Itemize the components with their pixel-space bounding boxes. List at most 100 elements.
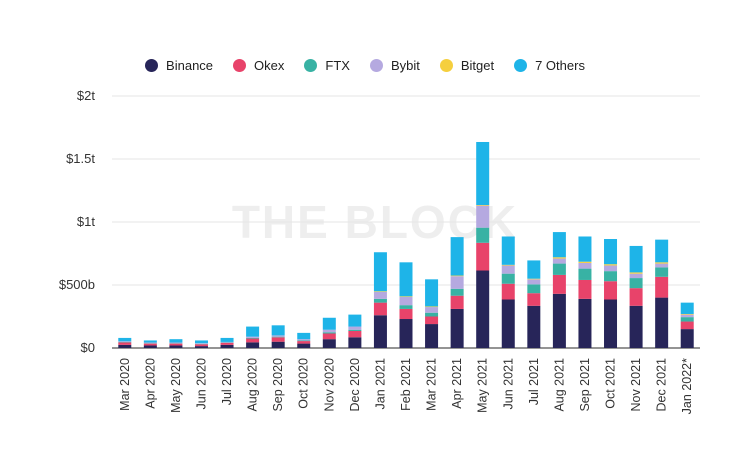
- bar-segment: [373, 252, 387, 292]
- bar-segment: [578, 298, 592, 348]
- bar-segment: [425, 316, 439, 325]
- bar-segment: [271, 336, 285, 338]
- x-tick-label: Aug 2020: [246, 358, 260, 412]
- bar-segment: [322, 329, 336, 333]
- bar-segment: [655, 262, 669, 264]
- bar-segment: [246, 326, 260, 337]
- bar-segment: [476, 141, 490, 205]
- x-tick-label: Mar 2020: [118, 358, 132, 411]
- legend-swatch: [439, 58, 453, 72]
- bar-segment: [552, 257, 566, 259]
- bar-segment: [348, 326, 362, 330]
- legend-label: Bybit: [390, 57, 420, 73]
- bar-segment: [680, 314, 694, 318]
- bar-segment: [246, 338, 260, 343]
- bar-segment: [169, 345, 183, 348]
- legend-label: FTX: [325, 57, 350, 73]
- bar-segment: [680, 317, 694, 322]
- bar-segment: [450, 276, 464, 289]
- bar-segment: [552, 232, 566, 258]
- bar-segment: [501, 265, 515, 274]
- y-tick-label: $1t: [77, 214, 95, 229]
- x-tick-label: Oct 2021: [604, 358, 618, 409]
- bar-segment: [220, 341, 234, 343]
- bar-segment: [348, 314, 362, 327]
- bar-segment: [373, 302, 387, 316]
- bar-segment: [373, 291, 387, 292]
- bar-segment: [527, 293, 541, 306]
- bar-segment: [425, 324, 439, 348]
- bar-segment: [194, 340, 208, 344]
- bar-segment: [399, 262, 413, 297]
- bar-segment: [220, 344, 234, 348]
- x-tick-label: Mar 2021: [425, 358, 439, 411]
- x-tick-label: Jan 2022*: [680, 358, 694, 414]
- bar-segment: [246, 342, 260, 348]
- bar-segment: [629, 278, 643, 289]
- x-tick-label: Aug 2021: [552, 358, 566, 412]
- bar-segment: [322, 339, 336, 348]
- bar-segment: [399, 308, 413, 320]
- bar-segment: [578, 236, 592, 262]
- legend-item: Binance: [145, 58, 213, 73]
- bar-segment: [527, 279, 541, 285]
- legend-label: 7 Others: [535, 57, 585, 73]
- bar-segment: [578, 279, 592, 299]
- x-tick-label: Jun 2020: [194, 358, 208, 409]
- bar-segment: [348, 329, 362, 331]
- x-tick-label: Sep 2021: [578, 358, 592, 412]
- bar-segment: [425, 279, 439, 307]
- bar-segment: [246, 337, 260, 339]
- y-tick-label: $500b: [59, 277, 95, 292]
- legend-swatch: [514, 58, 528, 72]
- y-tick-label: $1.5t: [66, 151, 95, 166]
- legend-item: 7 Others: [514, 58, 585, 73]
- bar-segment: [399, 296, 413, 297]
- bar-segment: [373, 315, 387, 348]
- bar-segment: [118, 342, 132, 345]
- bar-segment: [450, 288, 464, 296]
- bar-segment: [629, 272, 643, 274]
- bar-segment: [629, 305, 643, 348]
- x-tick-label: Dec 2020: [348, 358, 362, 412]
- bar-segment: [680, 302, 694, 314]
- bar-segment: [450, 308, 464, 348]
- bar-segment: [552, 293, 566, 348]
- bar-segment: [552, 263, 566, 275]
- bar-segment: [194, 346, 208, 348]
- legend-item: FTX: [304, 58, 350, 73]
- bar-segment: [297, 339, 311, 341]
- legend-label: Binance: [166, 57, 214, 73]
- bar-segment: [629, 288, 643, 306]
- bar-segment: [527, 278, 541, 280]
- bar-segment: [297, 332, 311, 340]
- x-tick-label: Jul 2021: [527, 358, 541, 405]
- bar-segment: [501, 283, 515, 300]
- bar-segment: [399, 305, 413, 309]
- bar-segment: [194, 343, 208, 344]
- legend-swatch: [145, 58, 159, 72]
- legend-item: Bitget: [439, 58, 494, 73]
- bar-segment: [425, 306, 439, 308]
- bar-segment: [501, 236, 515, 265]
- bar-segment: [425, 312, 439, 317]
- x-tick-label: Dec 2021: [655, 358, 669, 412]
- bar-segment: [246, 336, 260, 338]
- bar-segment: [271, 337, 285, 342]
- legend: Binance Okex FTX Bybit Bitget 7 Others: [0, 55, 730, 75]
- bar-segment: [578, 262, 592, 269]
- bar-segment: [552, 274, 566, 294]
- bar-segment: [604, 299, 618, 348]
- x-tick-label: Oct 2020: [297, 358, 311, 409]
- x-tick-label: Jan 2021: [373, 358, 387, 409]
- legend-swatch: [304, 58, 318, 72]
- legend-item: Okex: [233, 58, 284, 73]
- bar-segment: [348, 330, 362, 338]
- bar-segment: [118, 337, 132, 342]
- bar-segment: [476, 227, 490, 243]
- bar-segment: [476, 205, 490, 228]
- bar-segment: [476, 270, 490, 348]
- bar-segment: [271, 341, 285, 348]
- bar-segment: [527, 305, 541, 348]
